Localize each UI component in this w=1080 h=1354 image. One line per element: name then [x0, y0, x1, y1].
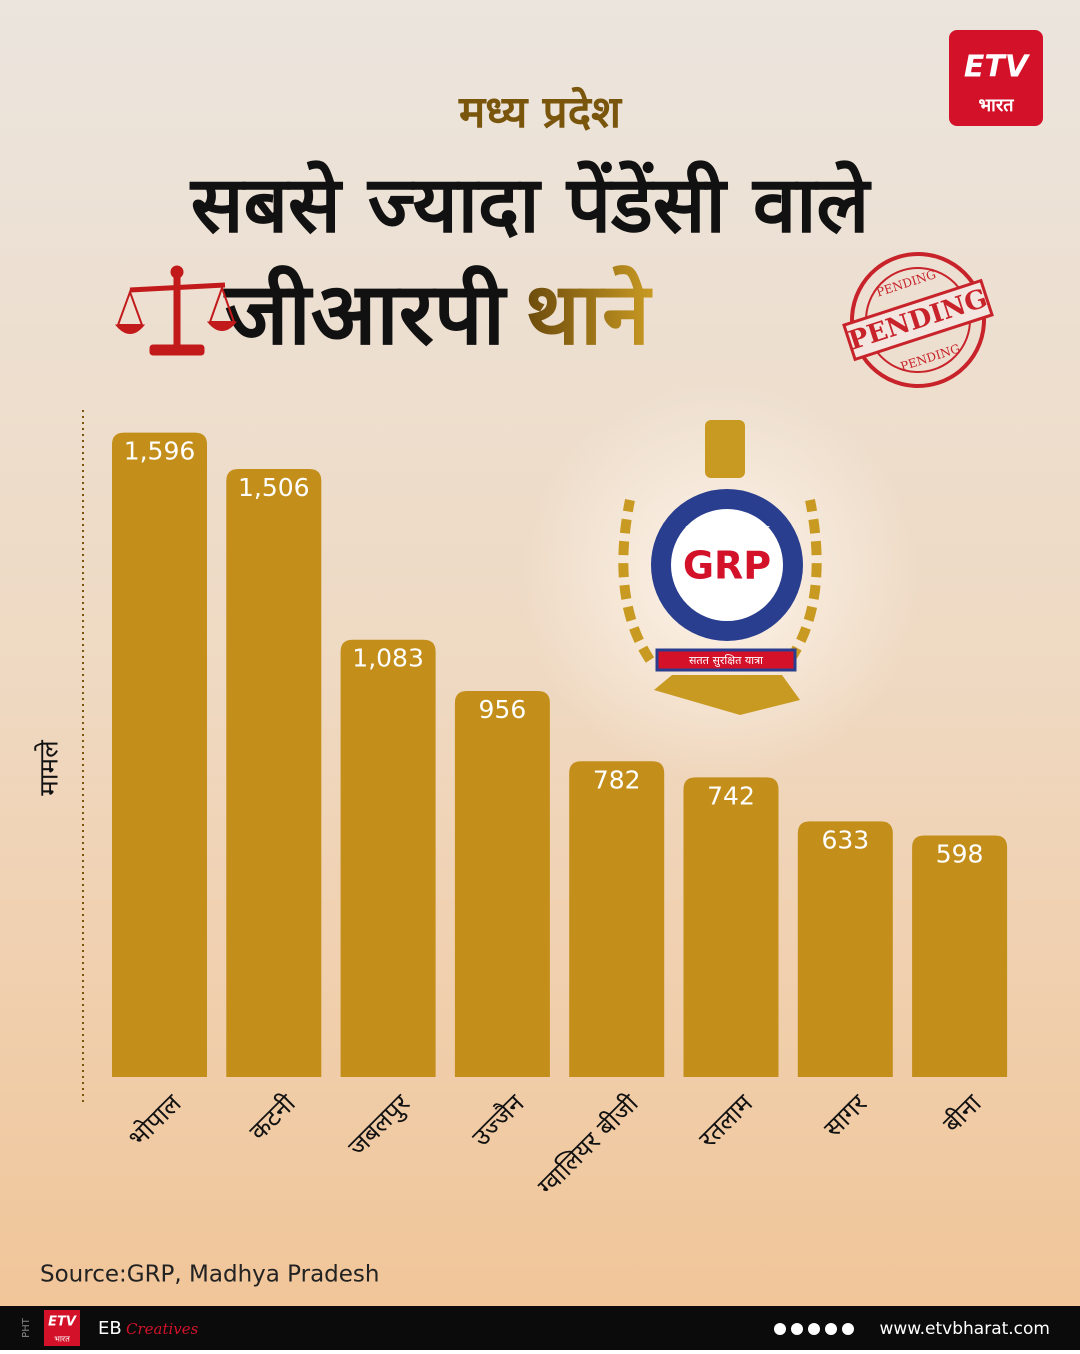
kicker: मध्य प्रदेश — [458, 86, 623, 138]
y-axis-label: मामले — [34, 740, 65, 796]
bar — [797, 821, 893, 1077]
value-label: 1,506 — [238, 473, 310, 502]
footer-text: PHT — [21, 1317, 32, 1338]
grp-emblem: शासकीय रेलवे पुलिस GRP मध्यप्रदेश सतत सु… — [618, 420, 822, 715]
bar — [340, 639, 436, 1077]
emblem-text: मध्यप्रदेश — [709, 601, 746, 614]
value-label: 598 — [936, 840, 984, 869]
value-label: 633 — [821, 825, 869, 854]
emblem-text: शासकीय रेलवे पुलिस — [685, 523, 770, 536]
logo-box — [949, 30, 1043, 126]
value-label: 1,083 — [352, 644, 424, 673]
chart-title: सबसे ज्यादा पेंडेंसी वाले — [189, 159, 873, 250]
value-label: 956 — [479, 695, 527, 724]
value-label: 742 — [707, 781, 755, 810]
bar — [912, 835, 1008, 1077]
footer-brand: Creatives — [126, 1320, 199, 1338]
bar — [569, 761, 665, 1077]
footer-brand: EB — [98, 1318, 122, 1339]
logo-text: ETV — [964, 50, 1031, 85]
scales-icon — [114, 265, 238, 356]
logo-sub: भारत — [979, 95, 1015, 116]
emblem-text: सतत सुरक्षित यात्रा — [689, 654, 763, 667]
value-label: 1,596 — [124, 437, 196, 466]
social-icons — [774, 1323, 854, 1335]
footer-logo-text: ETV — [48, 1315, 77, 1330]
bar — [112, 432, 207, 1077]
emblem-text: GRP — [683, 544, 771, 588]
footer — [0, 1306, 1080, 1350]
footer-logo-sub: भारत — [54, 1335, 70, 1344]
source: Source:GRP, Madhya Pradesh — [40, 1262, 380, 1288]
bar — [454, 691, 550, 1077]
footer-url[interactable]: www.etvbharat.com — [879, 1319, 1050, 1339]
title-part: थाने — [525, 264, 653, 364]
footer-logo — [44, 1310, 80, 1346]
bar — [226, 468, 322, 1077]
value-label: 782 — [593, 765, 641, 794]
title-part: जीआरपी — [223, 264, 508, 364]
bar — [683, 777, 779, 1077]
